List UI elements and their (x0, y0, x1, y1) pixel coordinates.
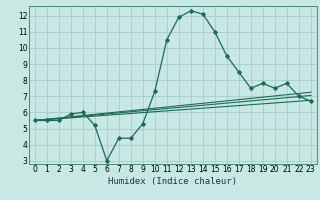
X-axis label: Humidex (Indice chaleur): Humidex (Indice chaleur) (108, 177, 237, 186)
